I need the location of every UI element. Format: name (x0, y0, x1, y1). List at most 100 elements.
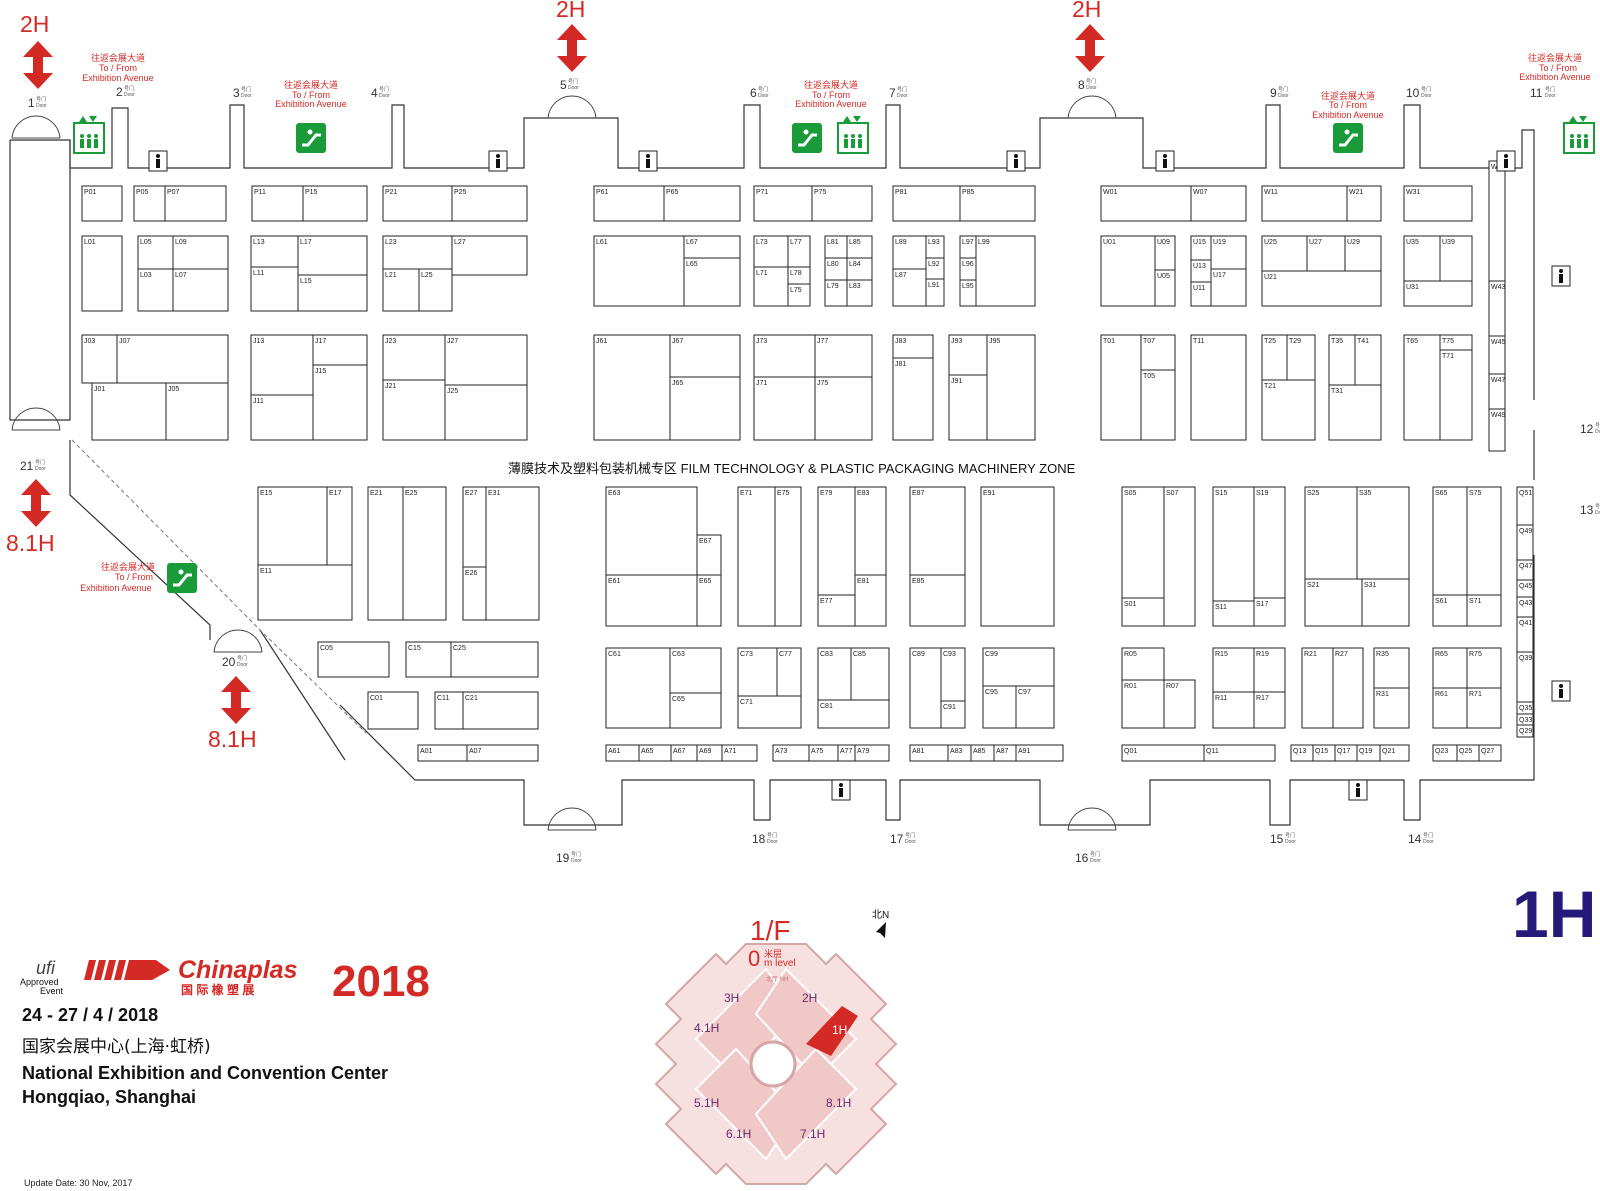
booth-U01[interactable]: U01 (1100, 235, 1156, 307)
booth-R27[interactable]: R27 (1332, 647, 1364, 729)
booth-C61[interactable]: C61 (605, 647, 671, 729)
booth-W49[interactable]: W49 (1488, 408, 1506, 452)
booth-T25[interactable]: T25 (1261, 334, 1288, 381)
booth-P15[interactable]: P15 (302, 185, 368, 222)
booth-C71[interactable]: C71 (737, 695, 802, 729)
booth-C21[interactable]: C21 (462, 691, 539, 730)
booth-U05[interactable]: U05 (1154, 269, 1176, 307)
booth-L81[interactable]: L81 (824, 235, 848, 259)
booth-J73[interactable]: J73 (753, 334, 816, 378)
booth-L71[interactable]: L71 (753, 266, 789, 307)
booth-S11[interactable]: S11 (1212, 600, 1255, 627)
booth-P07[interactable]: P07 (164, 185, 227, 222)
booth-E63[interactable]: E63 (605, 486, 698, 576)
booth-J05[interactable]: J05 (165, 382, 229, 441)
booth-J95[interactable]: J95 (986, 334, 1036, 441)
booth-S65[interactable]: S65 (1432, 486, 1468, 596)
booth-P85[interactable]: P85 (959, 185, 1036, 222)
booth-T75[interactable]: T75 (1439, 334, 1473, 351)
booth-C85[interactable]: C85 (850, 647, 890, 701)
booth-C11[interactable]: C11 (434, 691, 464, 730)
booth-C05[interactable]: C05 (317, 641, 390, 678)
booth-L92[interactable]: L92 (925, 257, 945, 280)
booth-R61[interactable]: R61 (1432, 687, 1468, 729)
booth-J21[interactable]: J21 (382, 379, 446, 441)
booth-R05[interactable]: R05 (1121, 647, 1165, 681)
booth-W11[interactable]: W11 (1261, 185, 1348, 222)
booth-T71[interactable]: T71 (1439, 349, 1473, 441)
booth-W21[interactable]: W21 (1346, 185, 1382, 222)
booth-T05[interactable]: T05 (1140, 369, 1176, 441)
booth-L91[interactable]: L91 (925, 278, 945, 307)
booth-L65[interactable]: L65 (683, 257, 741, 307)
booth-Q33[interactable]: Q33 (1516, 713, 1534, 726)
booth-L85[interactable]: L85 (846, 235, 873, 259)
booth-W47[interactable]: W47 (1488, 373, 1506, 410)
booth-L77[interactable]: L77 (787, 235, 811, 268)
booth-L01[interactable]: L01 (81, 235, 123, 312)
booth-Q29[interactable]: Q29 (1516, 724, 1534, 738)
booth-L09[interactable]: L09 (172, 235, 229, 270)
booth-T11[interactable]: T11 (1190, 334, 1247, 441)
booth-L23[interactable]: L23 (382, 235, 453, 270)
booth-A85[interactable]: A85 (970, 744, 995, 762)
booth-R15[interactable]: R15 (1212, 647, 1255, 693)
booth-C63[interactable]: C63 (669, 647, 722, 694)
booth-T07[interactable]: T07 (1140, 334, 1176, 371)
booth-A73[interactable]: A73 (772, 744, 810, 762)
booth-L13[interactable]: L13 (250, 235, 299, 268)
booth-L05[interactable]: L05 (137, 235, 174, 270)
booth-U35[interactable]: U35 (1403, 235, 1441, 282)
booth-E27[interactable]: E27 (462, 486, 487, 568)
booth-L83[interactable]: L83 (846, 279, 873, 307)
booth-S15[interactable]: S15 (1212, 486, 1255, 602)
booth-P21[interactable]: P21 (382, 185, 453, 222)
booth-P25[interactable]: P25 (451, 185, 528, 222)
booth-S01[interactable]: S01 (1121, 597, 1165, 627)
booth-Q35[interactable]: Q35 (1516, 701, 1534, 715)
booth-Q43[interactable]: Q43 (1516, 596, 1534, 618)
booth-Q01[interactable]: Q01 (1121, 744, 1205, 762)
booth-J15[interactable]: J15 (312, 364, 368, 441)
booth-C95[interactable]: C95 (982, 685, 1017, 729)
booth-U25[interactable]: U25 (1261, 235, 1308, 272)
booth-L25[interactable]: L25 (418, 268, 453, 312)
booth-T31[interactable]: T31 (1328, 384, 1382, 441)
booth-Q47[interactable]: Q47 (1516, 559, 1534, 581)
booth-R01[interactable]: R01 (1121, 679, 1165, 729)
booth-C93[interactable]: C93 (940, 647, 966, 702)
booth-T65[interactable]: T65 (1403, 334, 1441, 441)
booth-S71[interactable]: S71 (1466, 594, 1502, 627)
booth-S61[interactable]: S61 (1432, 594, 1468, 627)
booth-Q41[interactable]: Q41 (1516, 616, 1534, 653)
booth-L67[interactable]: L67 (683, 235, 741, 259)
booth-C01[interactable]: C01 (367, 691, 419, 730)
booth-J11[interactable]: J11 (250, 394, 314, 441)
booth-J17[interactable]: J17 (312, 334, 368, 366)
booth-J03[interactable]: J03 (81, 334, 118, 384)
booth-L96[interactable]: L96 (959, 257, 977, 281)
booth-L97[interactable]: L97 (959, 235, 977, 259)
booth-A71[interactable]: A71 (721, 744, 758, 762)
booth-L99[interactable]: L99 (975, 235, 1036, 307)
booth-A75[interactable]: A75 (808, 744, 839, 762)
booth-L89[interactable]: L89 (892, 235, 927, 270)
booth-C15[interactable]: C15 (405, 641, 452, 678)
booth-W33[interactable]: W33 (1488, 160, 1506, 282)
booth-S75[interactable]: S75 (1466, 486, 1502, 596)
booth-U13[interactable]: U13 (1190, 259, 1212, 283)
booth-T01[interactable]: T01 (1100, 334, 1142, 441)
connection-2h-left[interactable]: 2H (20, 11, 53, 89)
booth-S31[interactable]: S31 (1361, 578, 1410, 627)
booth-J27[interactable]: J27 (444, 334, 528, 386)
booth-Q23[interactable]: Q23 (1432, 744, 1458, 762)
booth-Q25[interactable]: Q25 (1456, 744, 1480, 762)
booth-A91[interactable]: A91 (1015, 744, 1064, 762)
booth-L93[interactable]: L93 (925, 235, 945, 259)
booth-S25[interactable]: S25 (1304, 486, 1358, 580)
booth-S35[interactable]: S35 (1356, 486, 1410, 580)
booth-L03[interactable]: L03 (137, 268, 174, 312)
booth-R65[interactable]: R65 (1432, 647, 1468, 689)
booth-P81[interactable]: P81 (892, 185, 961, 222)
booth-E81[interactable]: E81 (854, 574, 887, 627)
